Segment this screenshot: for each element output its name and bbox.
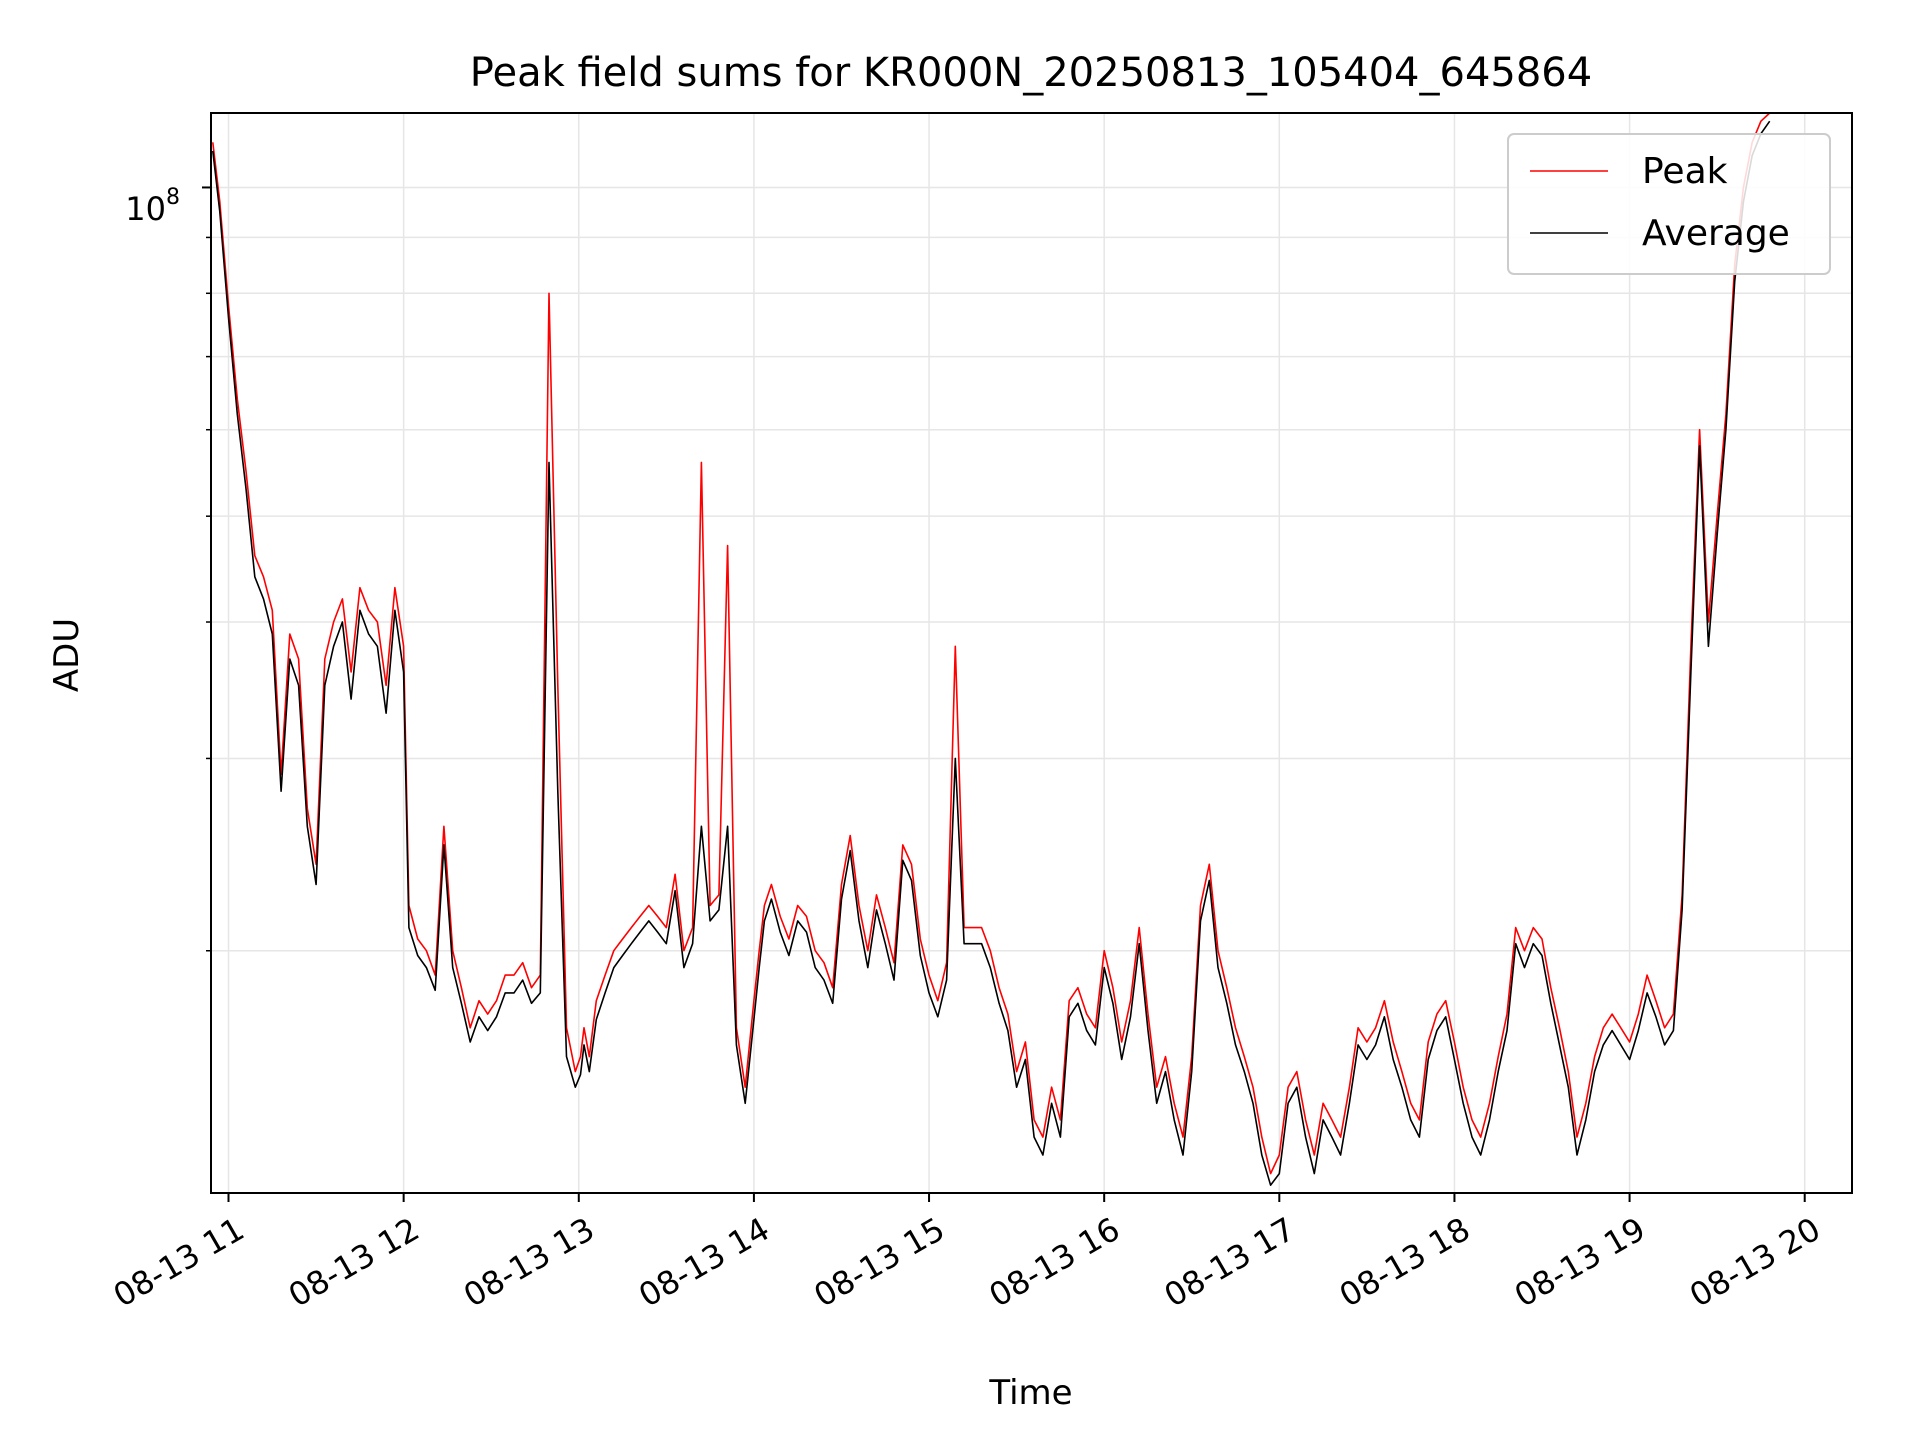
legend: Peak Average (1507, 133, 1831, 275)
series-line-average (212, 120, 1771, 1186)
chart-title: Peak field sums for KR000N_20250813_1054… (470, 50, 1592, 96)
legend-label-average: Average (1642, 213, 1790, 254)
plot-frame (210, 112, 1853, 1194)
y-axis: 108 (125, 185, 211, 952)
y-axis-label: ADU (47, 618, 87, 692)
series-line-peak (212, 112, 1771, 1175)
x-axis-label: Time (988, 1373, 1072, 1413)
legend-label-peak: Peak (1642, 151, 1728, 192)
y-tick-label-major: 108 (125, 185, 180, 228)
series-layer (212, 112, 1771, 1186)
legend-box (1507, 133, 1831, 275)
